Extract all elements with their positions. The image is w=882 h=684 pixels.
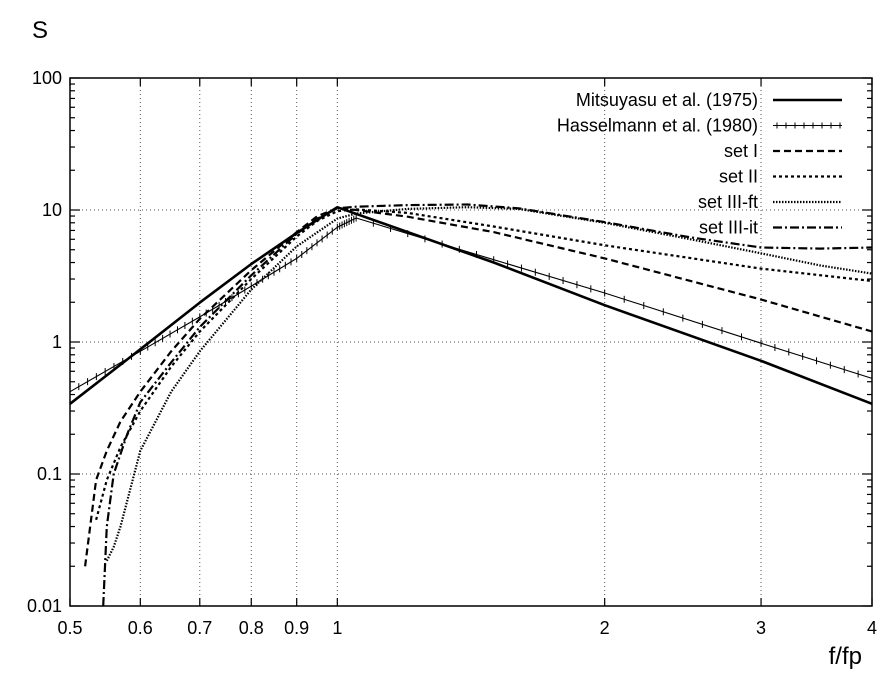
y-tick-label: 0.01 (27, 596, 62, 616)
x-tick-label: 2 (600, 618, 610, 638)
x-tick-label: 3 (756, 618, 766, 638)
legend-label: set III-ft (698, 192, 758, 212)
x-tick-label: 0.9 (284, 618, 309, 638)
y-tick-label: 1 (52, 332, 62, 352)
tick-layer: 0.5 0.6 0.7 0.8 0.9 1 2 3 4 0.01 0.1 1 10 100 (27, 68, 877, 638)
x-tick-label: 0.8 (239, 618, 264, 638)
y-tick-label: 0.1 (37, 464, 62, 484)
legend-label: Hasselmann et al. (1980) (557, 116, 758, 136)
legend-label: set III-it (699, 218, 758, 238)
x-tick-label: 0.5 (57, 618, 82, 638)
series-line-2 (84, 207, 873, 567)
y-tick-label: 100 (32, 68, 62, 88)
series-line-4 (105, 206, 873, 562)
x-tick-label: 0.6 (128, 618, 153, 638)
series-layer (69, 203, 873, 607)
series-markers-1 (69, 214, 873, 396)
legend-label: set II (719, 167, 758, 187)
x-tick-label: 4 (867, 618, 877, 638)
x-axis-label: f/fp (829, 643, 862, 670)
grid-layer (70, 78, 872, 606)
legend-label: set I (724, 141, 758, 161)
x-tick-label: 0.7 (187, 618, 212, 638)
legend-label: Mitsuyasu et al. (1975) (576, 90, 758, 110)
y-tick-label: 10 (42, 200, 62, 220)
y-axis-label: S (32, 17, 48, 44)
series-line-3 (95, 208, 873, 521)
series-line-5 (102, 203, 873, 607)
x-tick-label: 1 (332, 618, 342, 638)
legend: Mitsuyasu et al. (1975) Hasselmann et al.… (557, 90, 842, 238)
